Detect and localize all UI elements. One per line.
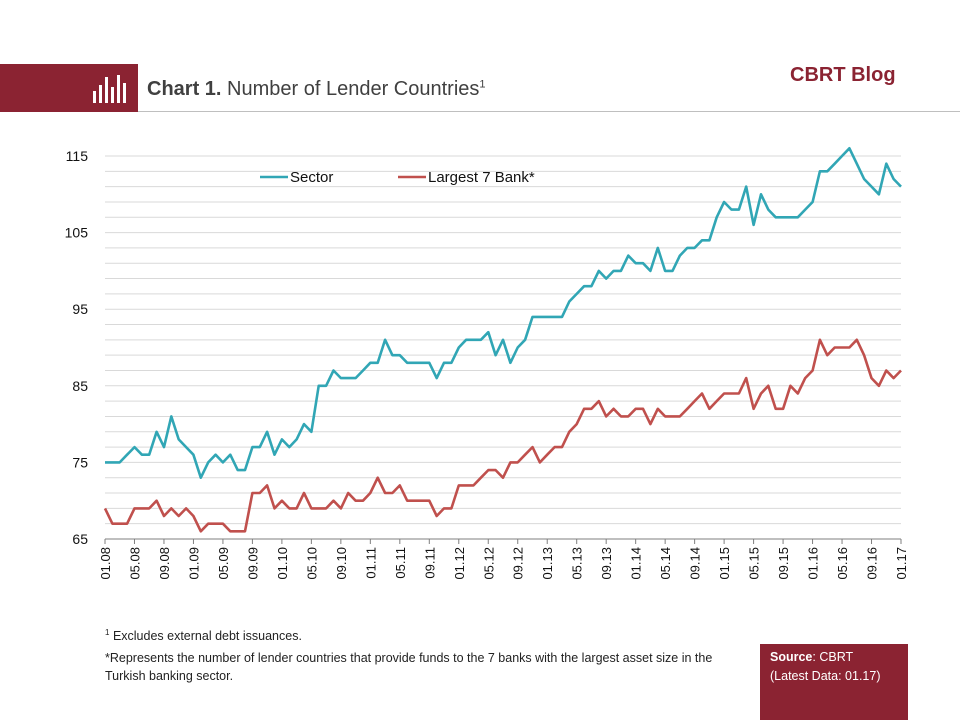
footnotes: 1 Excludes external debt issuances. *Rep… (105, 624, 725, 689)
source-value: : CBRT (812, 650, 854, 664)
x-tick-label: 09.10 (334, 547, 349, 580)
x-tick-label: 05.11 (393, 547, 408, 579)
x-tick-label: 01.10 (275, 547, 290, 580)
x-tick-label: 01.15 (717, 547, 732, 580)
x-tick-label: 09.13 (599, 547, 614, 580)
y-tick-label: 65 (72, 531, 88, 547)
series-line-largest-7-bank (103, 338, 902, 533)
x-tick-label: 01.17 (894, 547, 909, 580)
title-band (0, 64, 138, 112)
y-tick-label: 85 (72, 378, 88, 394)
x-tick-label: 05.08 (127, 547, 142, 580)
latest-data: (Latest Data: 01.17) (770, 669, 881, 683)
chart-title-text: Number of Lender Countries (227, 78, 480, 100)
source-box: Source: CBRT (Latest Data: 01.17) (760, 644, 908, 720)
x-tick-label: 01.08 (98, 547, 113, 580)
x-tick-label: 01.14 (629, 547, 644, 580)
x-tick-label: 05.13 (570, 547, 585, 580)
source-line: Source: CBRT (770, 648, 898, 667)
x-tick-label: 09.11 (422, 547, 437, 579)
legend-label: Sector (290, 169, 333, 186)
footnote-1: 1 Excludes external debt issuances. (105, 624, 725, 645)
x-tick-label: 01.16 (806, 547, 821, 580)
chart-title: Chart 1. Number of Lender Countries1 (147, 78, 486, 101)
x-tick-label: 01.13 (540, 547, 555, 580)
y-tick-label: 115 (66, 148, 89, 164)
x-tick-label: 05.16 (835, 547, 850, 580)
x-tick-label: 09.09 (245, 547, 260, 580)
y-tick-label: 105 (65, 225, 89, 241)
x-tick-label: 09.16 (865, 547, 880, 580)
y-tick-label: 95 (72, 301, 88, 317)
title-footnote-marker: 1 (479, 78, 486, 91)
x-tick-label: 09.08 (157, 547, 172, 580)
bar-chart-icon (93, 75, 126, 103)
source-label: Source (770, 650, 813, 664)
x-tick-label: 05.10 (304, 547, 319, 580)
title-divider (138, 111, 960, 112)
x-tick-label: 05.14 (658, 547, 673, 580)
x-tick-label: 05.15 (747, 547, 762, 580)
chart-label: Chart 1. (147, 78, 222, 100)
line-chart: 65 75 85 95 105 115 01.08 05.08 09.08 01.09 05.09 0… (65, 147, 909, 580)
footnote-1-text: Excludes external debt issuances. (112, 629, 302, 644)
footnote-1-marker: 1 (105, 628, 110, 637)
x-tick-label: 05.12 (481, 547, 496, 580)
x-tick-label: 09.14 (688, 547, 703, 580)
brand-label: CBRT Blog (790, 64, 896, 86)
x-tick-label: 01.09 (186, 547, 201, 580)
x-tick-label: 05.09 (216, 547, 231, 580)
footnote-2: *Represents the number of lender countri… (105, 651, 713, 684)
y-tick-label: 75 (72, 454, 88, 470)
series-line-sector (105, 147, 902, 480)
x-tick-label: 01.12 (452, 547, 467, 580)
legend-label: Largest 7 Bank* (428, 169, 535, 186)
x-tick-label: 09.15 (776, 547, 791, 580)
x-tick-label: 09.12 (511, 547, 526, 580)
x-tick-label: 01.11 (363, 547, 378, 579)
